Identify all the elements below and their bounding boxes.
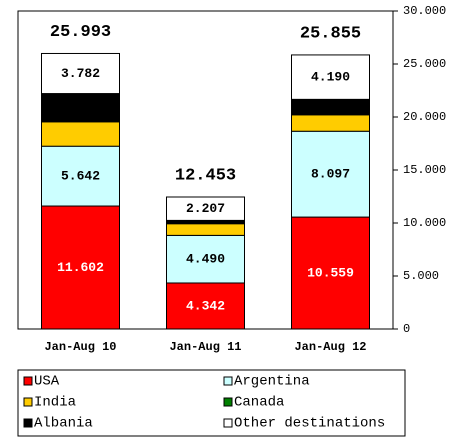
bar-segment — [291, 130, 370, 218]
value-label: 3.782 — [61, 66, 100, 81]
legend-label: USA — [34, 374, 60, 390]
y-tick-label: 5.000 — [403, 269, 439, 283]
legend-swatch — [223, 397, 233, 407]
bar-segment — [291, 98, 370, 115]
legend-swatch — [23, 418, 33, 428]
legend-swatch — [23, 376, 33, 386]
legend-label: Argentina — [234, 374, 310, 390]
legend-swatch — [223, 376, 233, 386]
bar-segment — [291, 54, 370, 100]
bar-segment — [166, 234, 245, 284]
y-tick-label: 10.000 — [403, 216, 446, 230]
bar-segment — [41, 93, 120, 122]
value-label: 10.559 — [307, 265, 354, 280]
legend-label: Other destinations — [234, 416, 385, 432]
legend-swatch — [223, 418, 233, 428]
legend-label: India — [34, 395, 76, 411]
bar-segment — [41, 205, 120, 330]
bar-segment — [41, 145, 120, 207]
bar-segment — [291, 114, 370, 132]
bar-segment — [166, 196, 245, 221]
x-tick-label: Jan-Aug 12 — [294, 340, 366, 354]
value-label: 4.342 — [186, 298, 225, 313]
y-tick-label: 15.000 — [403, 163, 446, 177]
total-label: 25.855 — [300, 24, 361, 43]
x-tick-label: Jan-Aug 10 — [44, 340, 116, 354]
bar-segment — [166, 282, 245, 330]
total-label: 25.993 — [50, 23, 111, 42]
y-tick-label: 25.000 — [403, 57, 446, 71]
bar-segment — [41, 52, 120, 95]
bar-segment — [41, 121, 120, 147]
x-tick-label: Jan-Aug 11 — [169, 340, 241, 354]
y-tick-label: 30.000 — [403, 4, 446, 18]
value-label: 8.097 — [311, 167, 350, 182]
y-tick-label: 0 — [403, 322, 410, 336]
bar-segment — [291, 216, 370, 330]
value-label: 5.642 — [61, 169, 100, 184]
legend-box — [17, 369, 406, 437]
legend-label: Albania — [34, 416, 93, 432]
legend-label: Canada — [234, 395, 284, 411]
total-label: 12.453 — [175, 166, 236, 185]
value-label: 4.490 — [186, 252, 225, 267]
y-tick-label: 20.000 — [403, 110, 446, 124]
value-label: 4.190 — [311, 70, 350, 85]
value-label: 11.602 — [57, 260, 104, 275]
legend-swatch — [23, 397, 33, 407]
bar-segment — [166, 223, 245, 236]
value-label: 2.207 — [186, 201, 225, 216]
